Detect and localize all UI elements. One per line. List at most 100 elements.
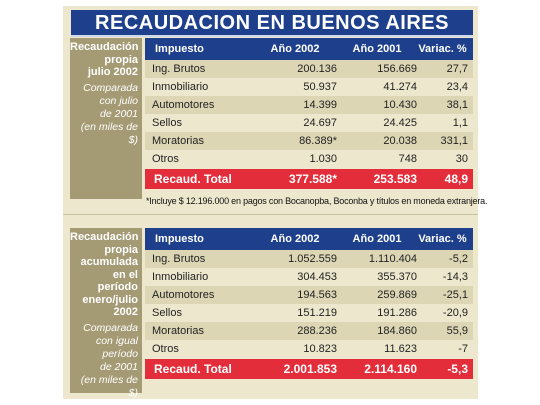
table-row: Inmobiliario 50.937 41.274 23,4 bbox=[145, 78, 473, 96]
section2-side-subtitle: Comparada con igual período de 2001 (en … bbox=[70, 319, 142, 400]
cell-2002: 1.030 bbox=[309, 153, 337, 165]
cell-2002: 288.236 bbox=[297, 325, 337, 337]
cell-2002: 194.563 bbox=[297, 289, 337, 301]
section1-side-label: Recaudación propia julio 2002 Comparada … bbox=[70, 38, 142, 199]
cell-variacion: 23,4 bbox=[446, 81, 468, 93]
cell-2002: 1.052.559 bbox=[288, 253, 337, 265]
side-heading-line: 2002 bbox=[113, 306, 138, 318]
column-header-impuesto: Impuesto bbox=[155, 43, 204, 55]
cell-total-label: Recaud. Total bbox=[154, 362, 232, 376]
section2-side-label: Recaudación propia acumulada en el perío… bbox=[70, 228, 142, 399]
side-heading-line: Recaudación bbox=[70, 41, 139, 53]
total-row: Recaud. Total 377.588* 253.583 48,9 bbox=[145, 169, 473, 189]
cell-2002: 151.219 bbox=[297, 307, 337, 319]
cell-total-2002: 2.001.853 bbox=[283, 362, 337, 376]
cell-variacion: 30 bbox=[455, 153, 468, 165]
cell-2002: 24.697 bbox=[303, 117, 337, 129]
cell-2001: 156.669 bbox=[377, 63, 417, 75]
column-header-variacion: Variac. % bbox=[418, 233, 467, 245]
cell-2002: 50.937 bbox=[303, 81, 337, 93]
section2-side-heading: Recaudación propia acumulada en el perío… bbox=[70, 228, 142, 319]
cell-2001: 41.274 bbox=[383, 81, 417, 93]
total-row: Recaud. Total 2.001.853 2.114.160 -5,3 bbox=[145, 359, 473, 379]
table-row: Sellos 151.219 191.286 -20,9 bbox=[145, 304, 473, 322]
cell-total-2001: 2.114.160 bbox=[364, 362, 417, 376]
table-row: Automotores 194.563 259.869 -25,1 bbox=[145, 286, 473, 304]
section1-side-heading: Recaudación propia julio 2002 bbox=[70, 38, 142, 79]
side-subtitle-line: con igual bbox=[95, 334, 138, 347]
cell-impuesto: Moratorias bbox=[152, 325, 204, 337]
column-header-2001: Año 2001 bbox=[352, 233, 402, 245]
side-heading-line: julio 2002 bbox=[87, 66, 138, 78]
cell-variacion: -7 bbox=[458, 343, 468, 355]
cell-2002: 14.399 bbox=[303, 99, 337, 111]
cell-total-label: Recaud. Total bbox=[154, 172, 232, 186]
cell-2001: 10.430 bbox=[383, 99, 417, 111]
cell-impuesto: Automotores bbox=[152, 99, 215, 111]
cell-variacion: 55,9 bbox=[446, 325, 468, 337]
table-row: Ing. Brutos 200.136 156.669 27,7 bbox=[145, 60, 473, 78]
cell-impuesto: Moratorias bbox=[152, 135, 204, 147]
cell-2001: 355.370 bbox=[377, 271, 417, 283]
side-subtitle-line: de 2001 bbox=[100, 107, 138, 120]
cell-variacion: 38,1 bbox=[446, 99, 468, 111]
table-header: Impuesto Año 2002 Año 2001 Variac. % bbox=[145, 38, 473, 60]
section1-table: Impuesto Año 2002 Año 2001 Variac. % Ing… bbox=[145, 38, 473, 189]
cell-total-variacion: 48,9 bbox=[444, 172, 468, 186]
title-bar: RECAUDACION EN BUENOS AIRES bbox=[71, 10, 473, 37]
side-heading-line: en el período bbox=[97, 268, 138, 294]
cell-impuesto: Ing. Brutos bbox=[152, 253, 206, 265]
cell-variacion: -14,3 bbox=[442, 271, 468, 283]
section1-side-subtitle: Comparada con julio de 2001 (en miles de… bbox=[70, 79, 142, 147]
cell-impuesto: Automotores bbox=[152, 289, 215, 301]
side-subtitle-line: Comparada bbox=[83, 81, 138, 94]
section2-table: Impuesto Año 2002 Año 2001 Variac. % Ing… bbox=[145, 228, 473, 379]
column-header-2001: Año 2001 bbox=[352, 43, 402, 55]
cell-2002: 304.453 bbox=[297, 271, 337, 283]
cell-variacion: -20,9 bbox=[442, 307, 468, 319]
cell-2002: 86.389* bbox=[299, 135, 337, 147]
cell-impuesto: Otros bbox=[152, 343, 179, 355]
side-heading-line: propia bbox=[104, 53, 138, 66]
cell-2001: 1.110.404 bbox=[368, 253, 417, 265]
section-divider bbox=[63, 214, 478, 215]
table-row: Automotores 14.399 10.430 38,1 bbox=[145, 96, 473, 114]
cell-impuesto: Ing. Brutos bbox=[152, 63, 206, 75]
side-subtitle-line: de 2001 bbox=[100, 360, 138, 373]
cell-total-2001: 253.583 bbox=[373, 172, 417, 186]
side-subtitle-line: (en miles de $) bbox=[80, 373, 138, 399]
table-row: Inmobiliario 304.453 355.370 -14,3 bbox=[145, 268, 473, 286]
cell-2001: 191.286 bbox=[377, 307, 417, 319]
column-header-2002: Año 2002 bbox=[270, 43, 320, 55]
page-title: RECAUDACION EN BUENOS AIRES bbox=[95, 12, 449, 34]
cell-2002: 10.823 bbox=[303, 343, 337, 355]
cell-variacion: -5,2 bbox=[449, 253, 468, 265]
column-header-2002: Año 2002 bbox=[270, 233, 320, 245]
table-row: Moratorias 86.389* 20.038 331,1 bbox=[145, 132, 473, 150]
cell-variacion: 27,7 bbox=[446, 63, 468, 75]
cell-variacion: 1,1 bbox=[452, 117, 468, 129]
side-subtitle-line: Comparada bbox=[83, 321, 138, 334]
cell-impuesto: Sellos bbox=[152, 307, 182, 319]
cell-impuesto: Sellos bbox=[152, 117, 182, 129]
cell-2002: 200.136 bbox=[297, 63, 337, 75]
cell-impuesto: Inmobiliario bbox=[152, 271, 209, 283]
table-row: Otros 10.823 11.623 -7 bbox=[145, 340, 473, 358]
side-heading-line: acumulada bbox=[80, 256, 138, 268]
side-heading-line: propia bbox=[104, 243, 138, 256]
table-row: Ing. Brutos 1.052.559 1.110.404 -5,2 bbox=[145, 250, 473, 268]
cell-2001: 20.038 bbox=[383, 135, 417, 147]
cell-2001: 259.869 bbox=[377, 289, 417, 301]
side-subtitle-line: con julio bbox=[99, 94, 138, 107]
column-header-impuesto: Impuesto bbox=[155, 233, 204, 245]
table-row: Otros 1.030 748 30 bbox=[145, 150, 473, 168]
side-heading-line: enero/julio bbox=[82, 293, 138, 306]
cell-2001: 24.425 bbox=[383, 117, 417, 129]
cell-total-2002: 377.588* bbox=[288, 172, 337, 186]
cell-variacion: -25,1 bbox=[442, 289, 468, 301]
cell-total-variacion: -5,3 bbox=[447, 362, 468, 376]
column-header-variacion: Variac. % bbox=[418, 43, 467, 55]
side-subtitle-line: (en miles de $) bbox=[80, 120, 138, 146]
table-row: Moratorias 288.236 184.860 55,9 bbox=[145, 322, 473, 340]
cell-2001: 184.860 bbox=[377, 325, 417, 337]
